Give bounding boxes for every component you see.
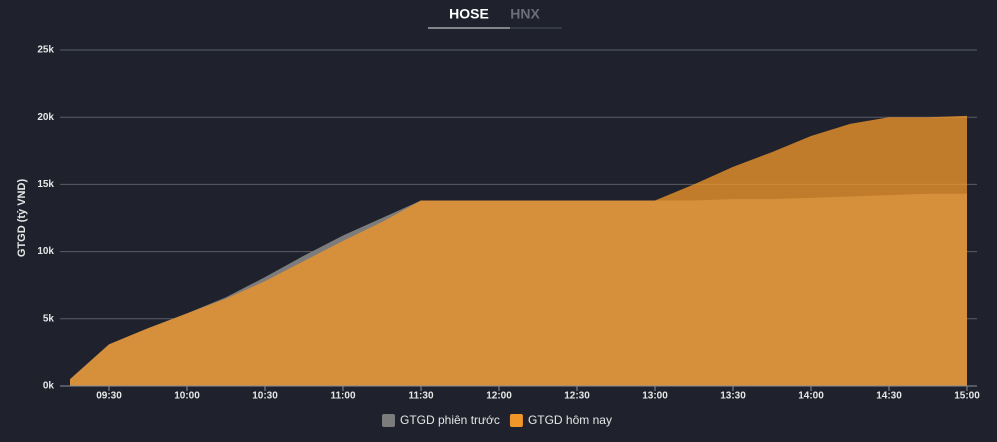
x-tick-label: 13:00 (642, 391, 668, 402)
legend-swatch[interactable] (509, 414, 523, 427)
legend-label: GTGD phiên trước (400, 413, 500, 427)
legend-swatch[interactable] (382, 414, 395, 427)
legend-label: GTGD hôm nay (528, 413, 612, 427)
y-tick-label: 0k (43, 381, 55, 392)
tab[interactable]: HNX (510, 6, 540, 22)
x-tick-label: 14:30 (876, 391, 902, 402)
y-tick-label: 25k (37, 45, 54, 56)
x-tick-label: 10:00 (174, 391, 200, 402)
y-axis-label: GTGD (tỷ VND) (16, 179, 28, 258)
x-tick-label: 15:00 (954, 391, 980, 402)
x-tick-label: 12:30 (564, 391, 590, 402)
x-tick-label: 14:00 (798, 391, 824, 402)
x-tick-label: 11:00 (330, 391, 355, 402)
y-tick-label: 15k (37, 179, 54, 190)
x-tick-label: 09:30 (96, 391, 122, 402)
y-tick-label: 10k (37, 246, 54, 257)
x-tick-label: 13:30 (720, 391, 746, 402)
y-tick-label: 20k (37, 112, 54, 123)
y-tick-label: 5k (43, 313, 55, 324)
tab-active[interactable]: HOSE (449, 6, 489, 22)
area (70, 115, 967, 386)
x-tick-label: 11:30 (408, 391, 433, 402)
x-tick-label: 12:00 (486, 391, 512, 402)
x-tick-label: 10:30 (252, 391, 278, 402)
